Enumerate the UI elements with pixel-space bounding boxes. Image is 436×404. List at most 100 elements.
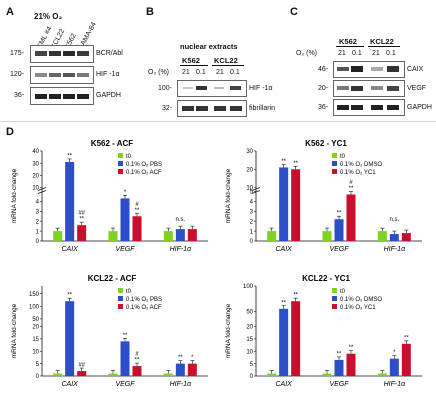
- significance-mark: **: [123, 333, 128, 339]
- x-category-label: VEGF: [329, 381, 349, 388]
- significance-mark: ##: [78, 211, 85, 217]
- y-tick-label: 10: [32, 186, 39, 192]
- o2-value: 21: [338, 50, 346, 57]
- bar: [346, 353, 356, 376]
- o2-value: 21: [372, 50, 380, 57]
- significance-mark: #: [135, 352, 139, 358]
- legend-label: 0.1% O₂ ACF: [126, 170, 162, 176]
- underline: [368, 46, 400, 47]
- y-tick-label: 20: [32, 174, 39, 180]
- bar: [187, 229, 197, 241]
- y-tick-label: 3: [36, 210, 40, 216]
- nuclear-extracts-title: nuclear extracts: [180, 42, 238, 51]
- y-tick-label: 40: [32, 149, 39, 155]
- protein-label: VEGF: [407, 85, 427, 92]
- significance-mark: **: [79, 217, 84, 223]
- y-tick-label: 5: [250, 190, 254, 196]
- y-tick-label: 150: [29, 292, 40, 298]
- mw-marker: 120-: [10, 71, 25, 78]
- significance-mark: *: [393, 350, 396, 356]
- mw-marker: 36-: [318, 104, 329, 111]
- significance-mark: ##: [78, 363, 85, 369]
- condition-label: 21% O₂: [34, 12, 63, 21]
- x-category-label: CAIX: [275, 246, 292, 253]
- y-axis-label: mRNA fold-change: [225, 303, 232, 358]
- bar: [389, 358, 399, 376]
- ns-label: n.s.: [389, 217, 399, 223]
- legend-label: t0: [126, 154, 132, 160]
- bar: [279, 308, 289, 376]
- significance-mark: #: [349, 180, 353, 186]
- panel-letter: C: [290, 6, 298, 18]
- bar: [175, 363, 185, 376]
- blot-hif1a: [177, 80, 247, 97]
- blot-fibrillarin: [177, 100, 247, 117]
- y-tick-label: 0: [250, 239, 254, 245]
- x-category-label: VEGF: [115, 246, 135, 253]
- o2-label: O₂ (%): [296, 50, 317, 57]
- mw-marker: 20-: [318, 85, 329, 92]
- y-tick-label: 4: [250, 200, 254, 206]
- legend-swatch: [332, 304, 337, 309]
- mw-marker: 100-: [158, 85, 173, 92]
- o2-value: 0.1: [196, 69, 206, 76]
- underline: [336, 46, 364, 47]
- significance-mark: **: [135, 358, 140, 364]
- y-tick-label: 0: [36, 239, 40, 245]
- significance-mark: **: [404, 335, 409, 341]
- mw-marker: 32-: [162, 105, 173, 112]
- mw-marker: 36-: [14, 92, 25, 99]
- bar: [187, 363, 197, 376]
- o2-label: O₂ (%): [148, 69, 169, 76]
- significance-mark: **: [67, 293, 72, 299]
- o2-value: 0.1: [230, 69, 240, 76]
- bar: [346, 194, 356, 241]
- legend-swatch: [332, 296, 337, 301]
- bar: [163, 231, 173, 241]
- protein-label: BCR/Abl: [96, 50, 123, 57]
- panel-letter: A: [6, 6, 14, 18]
- y-tick-label: 5: [250, 362, 254, 368]
- legend-label: t0: [340, 289, 346, 295]
- legend-label: t0: [126, 289, 132, 295]
- protein-label: CAIX: [407, 66, 424, 73]
- bar: [53, 231, 63, 241]
- panel-letter: D: [6, 126, 14, 138]
- significance-mark: #: [135, 202, 139, 208]
- bar: [291, 169, 301, 241]
- legend-label: 0.1% O₂ DMSO: [340, 162, 382, 168]
- blot-hif1a: [30, 66, 94, 84]
- panel-letter: B: [146, 6, 154, 18]
- y-tick-label: 20: [246, 325, 253, 331]
- x-category-label: HIF-1α: [170, 246, 193, 253]
- bar: [108, 231, 118, 241]
- bar: [120, 198, 130, 241]
- y-tick-label: 10: [246, 186, 253, 192]
- x-category-label: HIF-1α: [170, 381, 193, 388]
- x-category-label: CAIX: [275, 381, 292, 388]
- chart-k562-acf: K562 - ACF mRNA fold-change 0 1 2 3 4 10 20 30 40 t…: [11, 139, 208, 253]
- y-axis-label: mRNA fold-change: [225, 168, 232, 223]
- legend-swatch: [118, 288, 123, 293]
- legend-label: t0: [340, 154, 346, 160]
- bar: [108, 373, 118, 376]
- bar: [120, 341, 130, 376]
- ns-label: n.s.: [175, 217, 185, 223]
- chart-title: KCL22 - ACF: [88, 274, 137, 283]
- bar: [65, 301, 75, 376]
- chart-title: K562 - YC1: [305, 139, 347, 148]
- bar: [267, 373, 277, 376]
- significance-mark: **: [281, 300, 286, 306]
- legend-label: 0.1% O₂ YC1: [340, 305, 376, 311]
- bar: [322, 231, 332, 241]
- blot-bcr-abl: [30, 45, 94, 63]
- section-divider: [0, 121, 436, 122]
- y-tick-label: 1: [36, 229, 40, 235]
- chart-kcl22-yc1: KCL22 - YC1 mRNA fold-change 0 5 10 15 20 50 100…: [225, 274, 422, 388]
- legend-swatch: [118, 296, 123, 301]
- cell-line-label: K562: [182, 56, 200, 65]
- significance-mark: **: [293, 293, 298, 299]
- legend-label: 0.1% O₂ ACF: [126, 305, 162, 311]
- legend-swatch: [332, 153, 337, 158]
- x-category-label: VEGF: [115, 381, 135, 388]
